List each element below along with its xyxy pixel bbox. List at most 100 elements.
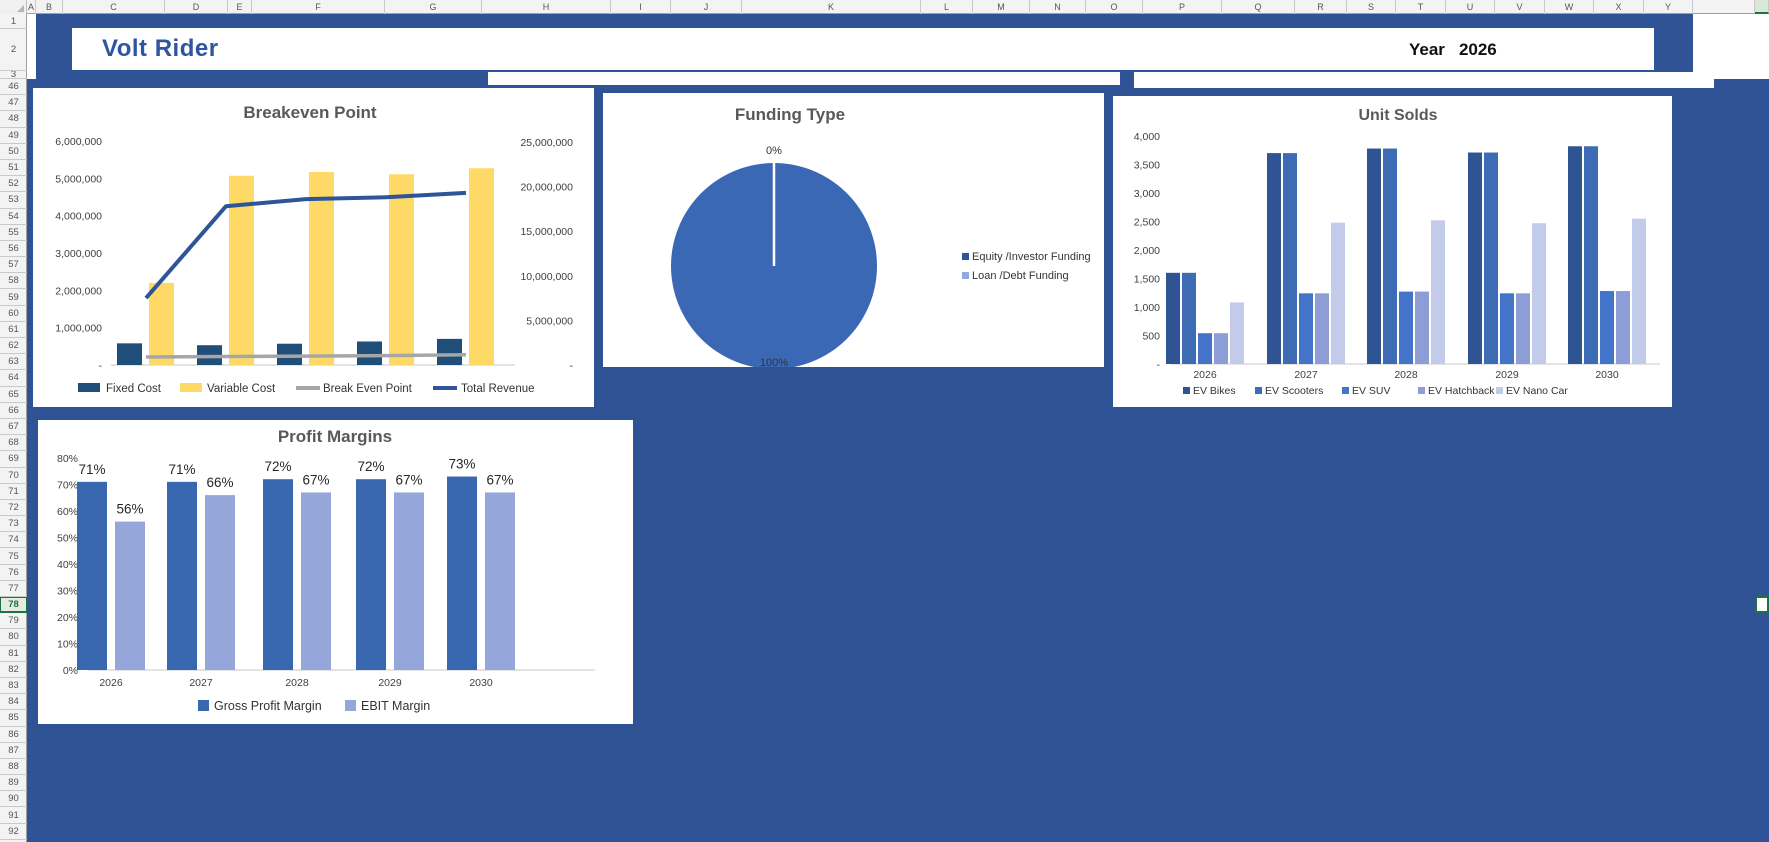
legend-label: EV SUV <box>1352 385 1391 397</box>
column-header[interactable]: Q <box>1222 0 1295 14</box>
row-header[interactable]: 2 <box>0 29 27 71</box>
row-header[interactable]: 92 <box>0 824 27 840</box>
row-header[interactable]: 3 <box>0 71 27 79</box>
row-header[interactable]: 56 <box>0 241 27 258</box>
column-header[interactable]: H <box>482 0 611 14</box>
row-header[interactable]: 81 <box>0 646 27 662</box>
row-header[interactable]: 63 <box>0 354 27 371</box>
row-header[interactable]: 73 <box>0 516 27 533</box>
legend-swatch <box>180 383 202 392</box>
row-header[interactable]: 55 <box>0 225 27 241</box>
column-header[interactable]: R <box>1295 0 1347 14</box>
column-header[interactable]: L <box>921 0 973 14</box>
row-header[interactable]: 60 <box>0 306 27 322</box>
year-value-cell[interactable]: 2026 <box>1458 40 1497 59</box>
row-header[interactable]: 66 <box>0 403 27 419</box>
row-header[interactable]: 70 <box>0 468 27 484</box>
row-header[interactable]: 50 <box>0 144 27 160</box>
row-header[interactable]: 62 <box>0 338 27 355</box>
dashboard-banner: Volt Rider Year 2026 <box>36 14 1693 79</box>
unit-bar <box>1267 153 1281 364</box>
row-header[interactable]: 58 <box>0 273 27 290</box>
row-header[interactable]: 79 <box>0 613 27 630</box>
column-header[interactable]: U <box>1446 0 1495 14</box>
data-label: 56% <box>116 502 143 517</box>
column-header[interactable]: G <box>385 0 482 14</box>
row-header[interactable]: 68 <box>0 435 27 452</box>
funding-type-chart-panel[interactable]: Funding Type 0% 100% Equity /Investor Fundi… <box>600 90 1107 370</box>
row-header[interactable]: 1 <box>0 14 27 29</box>
column-header[interactable]: J <box>671 0 742 14</box>
row-header[interactable]: 80 <box>0 629 27 646</box>
row-header[interactable]: 88 <box>0 759 27 776</box>
row-header[interactable]: 51 <box>0 160 27 177</box>
row-header-active[interactable]: 78 <box>0 597 27 614</box>
column-header[interactable]: X <box>1594 0 1644 14</box>
row-header[interactable]: 76 <box>0 565 27 581</box>
row-header[interactable]: 65 <box>0 387 27 403</box>
white-cell-strip <box>488 72 1120 85</box>
row-header[interactable]: 64 <box>0 370 27 387</box>
row-header[interactable]: 69 <box>0 451 27 468</box>
unit-bar <box>1198 333 1212 364</box>
row-header[interactable]: 53 <box>0 192 27 209</box>
column-header[interactable]: W <box>1545 0 1594 14</box>
row-header[interactable]: 89 <box>0 775 27 792</box>
active-cell[interactable] <box>1755 596 1769 613</box>
row-header[interactable]: 75 <box>0 548 27 565</box>
column-header[interactable]: F <box>252 0 385 14</box>
column-header[interactable]: A <box>27 0 36 14</box>
profit-margins-chart-panel[interactable]: Profit Margins 0% 10% 20% 30% 40% 50% 60% 70% 80%… <box>35 417 636 727</box>
column-header[interactable]: O <box>1086 0 1143 14</box>
y-axis-tick: 70% <box>57 480 78 492</box>
column-header[interactable]: B <box>36 0 63 14</box>
column-header[interactable] <box>1755 0 1769 14</box>
row-header[interactable]: 83 <box>0 678 27 695</box>
unit-bar <box>1616 291 1630 364</box>
row-header[interactable]: 82 <box>0 662 27 678</box>
row-header[interactable]: 87 <box>0 743 27 759</box>
row-header[interactable]: 90 <box>0 791 27 808</box>
column-header[interactable]: T <box>1396 0 1446 14</box>
row-header[interactable]: 77 <box>0 581 27 597</box>
column-header[interactable]: I <box>611 0 671 14</box>
column-header[interactable]: E <box>228 0 252 14</box>
column-header[interactable]: M <box>973 0 1030 14</box>
data-label: 67% <box>395 472 422 487</box>
row-header[interactable]: 67 <box>0 419 27 436</box>
row-header[interactable]: 48 <box>0 111 27 128</box>
row-header[interactable]: 57 <box>0 257 27 274</box>
row-header[interactable]: 59 <box>0 289 27 306</box>
y-axis-tick: 30% <box>57 586 78 598</box>
row-header[interactable]: 71 <box>0 484 27 500</box>
row-header[interactable]: 84 <box>0 694 27 711</box>
unit-bar <box>1516 293 1530 364</box>
row-header[interactable]: 47 <box>0 95 27 112</box>
row-header[interactable]: 91 <box>0 807 27 824</box>
row-header[interactable]: 54 <box>0 209 27 225</box>
row-header[interactable]: 46 <box>0 79 27 96</box>
breakeven-chart-panel[interactable]: Breakeven Point - 1,000,000 2,000,000 3,000,… <box>30 85 597 410</box>
column-header[interactable]: Y <box>1644 0 1693 14</box>
column-header[interactable]: S <box>1347 0 1396 14</box>
column-header[interactable]: K <box>742 0 921 14</box>
x-axis-label: 2027 <box>1294 369 1318 381</box>
column-header[interactable]: N <box>1030 0 1086 14</box>
x-axis-label: 2030 <box>469 677 493 689</box>
row-header[interactable]: 86 <box>0 727 27 743</box>
fixed-cost-bar <box>277 343 302 365</box>
row-header[interactable]: 61 <box>0 322 27 338</box>
row-header[interactable]: 52 <box>0 176 27 193</box>
row-header[interactable]: 72 <box>0 500 27 517</box>
column-header[interactable] <box>1693 0 1755 14</box>
row-header[interactable]: 49 <box>0 128 27 144</box>
column-header[interactable]: C <box>63 0 165 14</box>
unit-solds-chart-panel[interactable]: Unit Solds - 500 1,000 1,500 2,000 2,500 3,000 3… <box>1110 93 1675 410</box>
select-all-corner[interactable] <box>0 0 27 14</box>
column-header[interactable]: P <box>1143 0 1222 14</box>
row-header[interactable]: 74 <box>0 532 27 549</box>
column-header[interactable]: D <box>165 0 228 14</box>
page-title: Volt Rider <box>102 35 219 62</box>
column-header[interactable]: V <box>1495 0 1545 14</box>
row-header[interactable]: 85 <box>0 710 27 727</box>
